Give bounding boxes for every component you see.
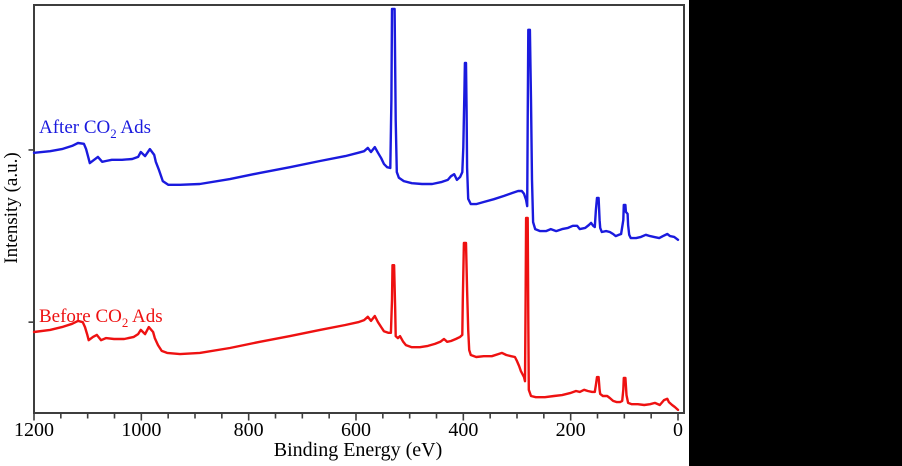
x-tick-label-800: 800 xyxy=(233,419,264,441)
after-label-suffix: Ads xyxy=(116,117,152,138)
after-label-text: After CO xyxy=(39,117,111,138)
x-tick-label-0: 0 xyxy=(673,419,683,441)
before-label-suffix: Ads xyxy=(128,306,163,327)
y-axis-title: Intensity (a.u.) xyxy=(1,152,22,264)
after-co2-series-line xyxy=(32,7,680,242)
after-label-subscript: 2 xyxy=(110,125,117,141)
x-tick-label-400: 400 xyxy=(448,419,479,441)
right-black-band xyxy=(689,0,902,466)
before-co2-series-line xyxy=(32,216,680,412)
x-axis-title: Binding Energy (eV) xyxy=(273,439,443,461)
x-tick-label-600: 600 xyxy=(341,419,371,441)
x-tick-label-1200: 1200 xyxy=(14,419,54,441)
after-co2-series-label: After CO2 Ads xyxy=(39,117,151,142)
plot-frame xyxy=(33,4,685,414)
before-label-subscript: 2 xyxy=(121,314,129,330)
before-label-text: Before CO xyxy=(39,306,122,327)
before-co2-series-label: Before CO2 Ads xyxy=(39,306,163,331)
x-tick-label-200: 200 xyxy=(555,419,586,441)
x-tick-label-1000: 1000 xyxy=(121,419,162,441)
